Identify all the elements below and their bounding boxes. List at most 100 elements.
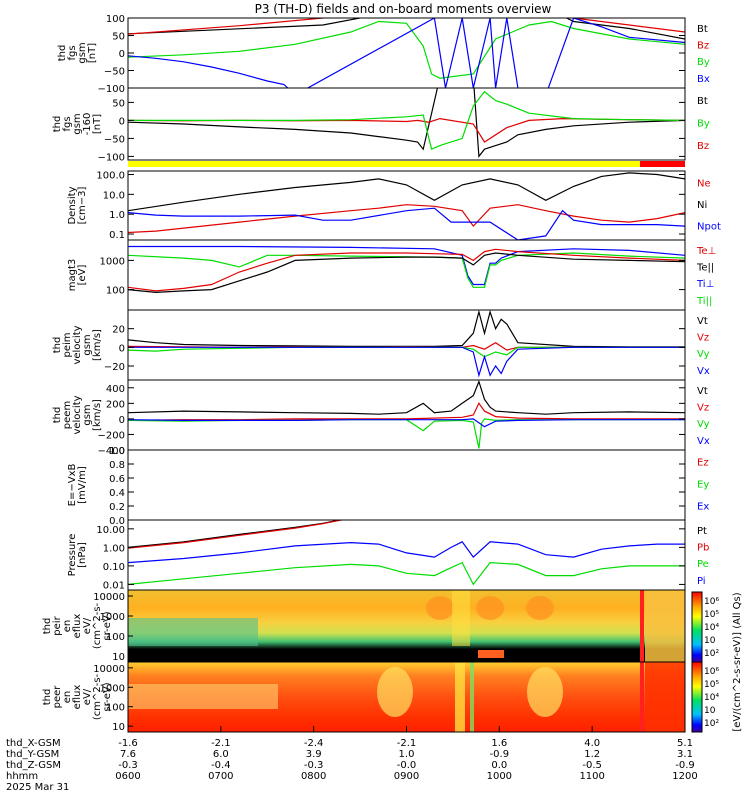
electron-blob <box>377 667 413 717</box>
legend-entry: Npot <box>697 222 721 233</box>
legend-entry: Vt <box>697 316 708 327</box>
xtick-label: 0600 <box>115 771 140 782</box>
series-line-Vy <box>128 347 685 356</box>
series-line-Vx <box>128 419 685 427</box>
ephemeris-value: -0.4 <box>211 760 231 771</box>
series-group <box>128 382 685 449</box>
plot-title: P3 (TH-D) fields and on-board moments ov… <box>255 2 552 16</box>
ytick-label: 0 <box>119 49 125 60</box>
ephemeris-value: 1.2 <box>584 749 600 760</box>
legend-entry: Te⊥ <box>696 246 716 257</box>
xtick-label: 1200 <box>672 771 697 782</box>
legend-entry: By <box>697 118 710 129</box>
legend-entry: Vz <box>697 403 709 414</box>
ytick-label: 10 <box>112 722 125 733</box>
ylabel-line: [cm−3] <box>77 187 88 225</box>
xaxis-row-label: hhmm <box>6 771 38 782</box>
legend-entry: Vz <box>697 333 709 344</box>
ylabel-line: [nT] <box>92 114 103 134</box>
ytick-label: 100 <box>106 703 125 714</box>
ytick-label: −50 <box>104 134 125 145</box>
ytick-label: 50 <box>112 32 125 43</box>
ytick-label: −200 <box>98 430 125 441</box>
series-group <box>128 173 685 240</box>
colorbar-tick: 10⁶ <box>704 667 719 677</box>
series-line-Npot <box>128 208 685 240</box>
ephemeris-value: -0.9 <box>675 760 695 771</box>
colorbar-tick: 10⁵ <box>704 610 719 620</box>
ytick-label: 0.2 <box>109 502 125 513</box>
ytick-label: 0 <box>119 343 125 354</box>
panel-7: Pressure [nPa]10.001.000.100.01PtPbPePi <box>67 518 709 592</box>
panel-frame <box>128 380 685 450</box>
ephemeris-value: 0.0 <box>491 760 507 771</box>
panel-frame <box>128 240 685 310</box>
x-axis: -1.67.6-0.30600-2.16.0-0.40700-2.43.9-0.… <box>6 726 698 793</box>
ytick-label: −50 <box>104 67 125 78</box>
ephemeris-value: 3.1 <box>677 749 693 760</box>
ephemeris-value: 1.6 <box>491 738 507 749</box>
xaxis-row-label: 2025 Mar 31 <box>6 782 69 793</box>
ion-blob <box>426 596 454 620</box>
series-line-Ti|| <box>128 253 685 287</box>
ion-burst <box>478 650 504 658</box>
xtick-label: 0700 <box>208 771 233 782</box>
electron-crossing <box>455 662 465 732</box>
colorbar: 10⁶ 10⁵ 10⁴ 10⁳ 10² 10⁶ 10⁵ 10⁴ 10⁳ 10² [eV/(cm^2-… <box>692 592 743 732</box>
xaxis-row-label: thd_X-GSM <box>6 738 61 749</box>
legend-entry: Bz <box>697 141 709 152</box>
ytick-label: 1000 <box>100 256 125 267</box>
ytick-label: 10.0 <box>103 190 125 201</box>
series-line-Te⊥ <box>128 249 685 291</box>
legend-entry: Vx <box>697 436 710 447</box>
electron-crossing <box>470 662 474 732</box>
xtick-label: 0900 <box>394 771 419 782</box>
xtick-label: 0800 <box>301 771 326 782</box>
ytick-label: 10000 <box>93 592 125 603</box>
xaxis-row-label: thd_Z-GSM <box>6 760 61 771</box>
ylabel-line: [eV] <box>77 265 88 286</box>
colorbar-tick: 10⁴ <box>704 693 719 703</box>
legend-entry: Ti|| <box>696 296 712 307</box>
ephemeris-value: -0.3 <box>304 760 324 771</box>
panel-9: thd peer en eflux eV/(cm^2-s-sr-eV) 10000 1000… <box>42 662 685 733</box>
post-burst-fill <box>645 662 685 732</box>
ephemeris-value: -2.1 <box>211 738 231 749</box>
ephemeris-value: 1.0 <box>399 749 415 760</box>
ephemeris-value: 4.0 <box>584 738 600 749</box>
ion-low-band <box>128 618 258 646</box>
panel-1: thd fgs gsm -160 [nT]500−50−100BtByBz <box>52 77 710 163</box>
colorbar-electron <box>692 662 702 732</box>
ytick-label: 0.8 <box>109 460 125 471</box>
colorbar-tick: 10² <box>704 649 719 659</box>
legend-entry: Pe <box>697 559 709 570</box>
xtick-label: 1000 <box>487 771 512 782</box>
ytick-label: 50 <box>112 98 125 109</box>
legend-entry: Ex <box>697 501 709 512</box>
electron-band <box>128 684 278 709</box>
legend-entry: Ti⊥ <box>696 279 714 290</box>
series-line-Vy <box>128 419 685 449</box>
ephemeris-value: -0.0 <box>397 760 417 771</box>
ytick-label: 100 <box>106 286 125 297</box>
ytick-label: 100.0 <box>96 170 125 181</box>
mode-bar-slow <box>128 161 640 167</box>
legend-entry: Vt <box>697 386 708 397</box>
series-line-Vx <box>128 347 685 375</box>
panel-2: Density [cm−3]100.010.01.00.1NeNiNpot <box>67 170 721 241</box>
ytick-label: 100 <box>106 14 125 25</box>
panel-frame <box>128 171 685 240</box>
burst-stripe <box>640 590 644 662</box>
ylabel-line: [nT] <box>87 43 98 63</box>
legend-entry: By <box>697 57 710 68</box>
legend-entry: Ey <box>697 480 709 491</box>
ytick-label: 400 <box>106 384 125 395</box>
xtick-label: 1100 <box>579 771 604 782</box>
panel-frame <box>128 520 685 590</box>
series-group <box>128 77 685 156</box>
legend-entry: Pi <box>697 576 706 587</box>
panel-5: thd peem velocity gsm [km/s]400 200 0 −200 −400 V… <box>52 380 710 457</box>
colorbar-tick: 10⁳ <box>704 706 716 716</box>
ion-blob <box>476 596 504 620</box>
ephemeris-value: -1.6 <box>118 738 138 749</box>
